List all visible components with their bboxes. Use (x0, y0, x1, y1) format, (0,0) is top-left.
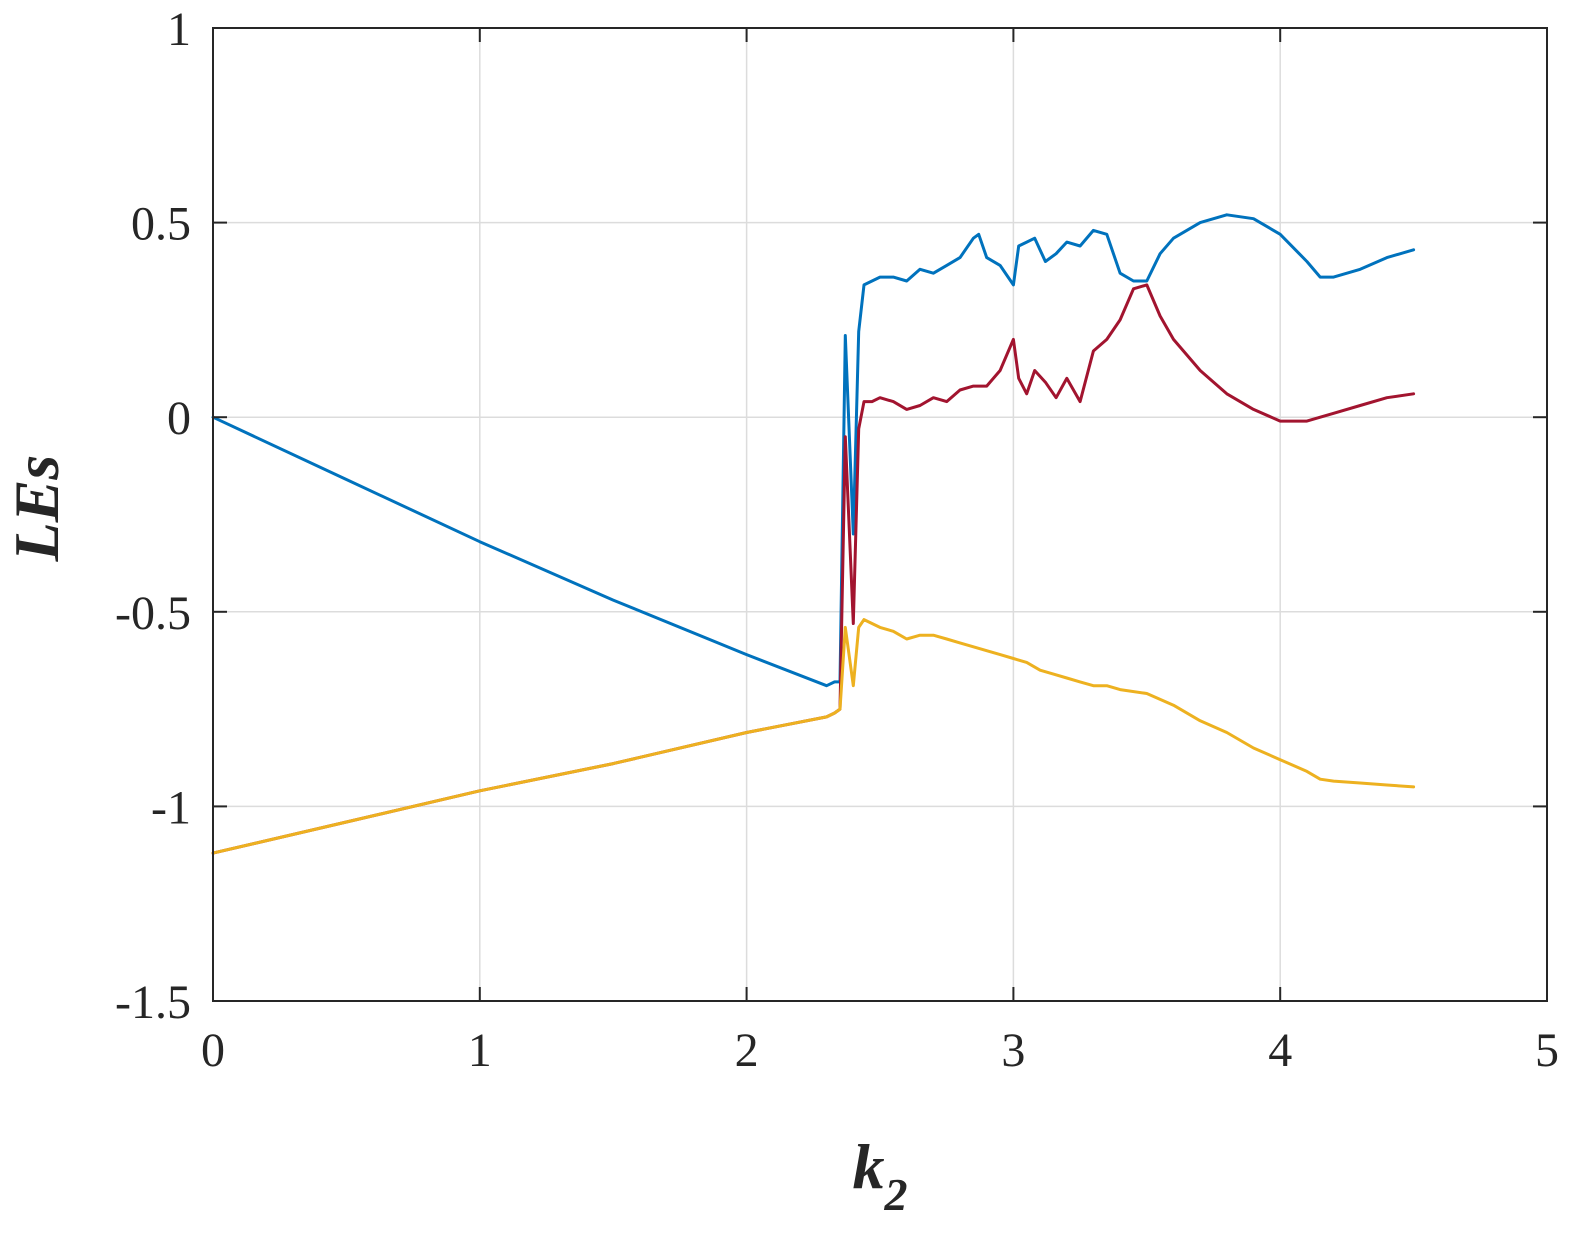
y-tick-label: 0.5 (131, 198, 191, 251)
x-tick-label: 1 (468, 1024, 492, 1077)
grid (213, 28, 1547, 1001)
y-tick-label: 1 (167, 3, 191, 56)
y-tick-label: -1.5 (115, 976, 191, 1029)
series-line-2 (211, 283, 1416, 855)
ticks (212, 27, 1548, 1002)
tick-labels: 0 1 2 3 4 5 -1.5 -1 -0.5 0 0.5 1 (115, 3, 1559, 1077)
x-axis-label-main: k (853, 1131, 885, 1202)
x-tick-label: 5 (1535, 1024, 1559, 1077)
x-tick-label: 4 (1268, 1024, 1292, 1077)
x-axis-label-subscript: 2 (884, 1169, 908, 1220)
series-group (211, 213, 1416, 855)
y-tick-label: -0.5 (115, 587, 191, 640)
x-tick-label: 2 (735, 1024, 759, 1077)
plot-frame (212, 27, 1548, 1002)
x-tick-label: 0 (201, 1024, 225, 1077)
plot-background (213, 28, 1547, 1001)
series-line-1 (211, 213, 1416, 688)
y-axis-label: LEs (1, 455, 72, 563)
y-tick-label: -1 (151, 781, 191, 834)
x-axis-label: k2 (853, 1131, 908, 1220)
series-line-3 (211, 618, 1416, 855)
x-tick-label: 3 (1001, 1024, 1025, 1077)
y-tick-label: 0 (167, 392, 191, 445)
